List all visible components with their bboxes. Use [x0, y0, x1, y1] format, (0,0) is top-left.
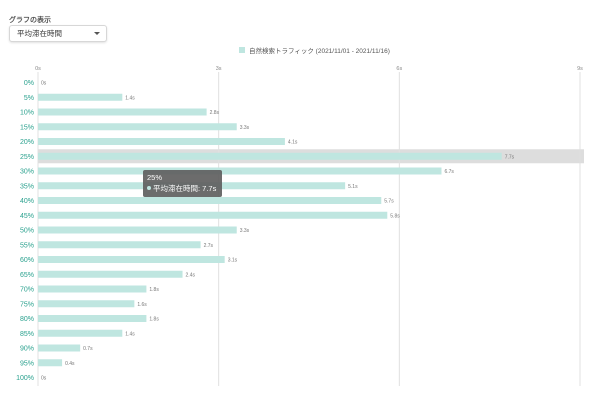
category-label: 35%: [20, 183, 34, 190]
data-label: 7.7s: [505, 154, 515, 160]
data-label: 6.7s: [444, 169, 454, 175]
category-label: 30%: [20, 169, 34, 176]
bar: [38, 93, 123, 101]
x-tick-label: 6s: [396, 66, 402, 72]
data-label: 3.3s: [240, 125, 250, 131]
category-label: 50%: [20, 228, 34, 235]
category-label: 10%: [20, 110, 34, 117]
bar: [38, 167, 442, 175]
legend-label: 自然検索トラフィック (2021/11/01 - 2021/11/16): [249, 46, 390, 55]
data-label: 0s: [41, 81, 47, 87]
bar: [38, 108, 207, 116]
data-label: 1.4s: [125, 331, 135, 337]
data-label: 5.8s: [390, 213, 400, 219]
x-tick-label: 3s: [216, 66, 222, 72]
category-label: 20%: [20, 139, 34, 146]
metric-select[interactable]: 平均滞在時間: [9, 25, 107, 42]
category-label: 65%: [20, 272, 34, 279]
bar: [38, 152, 502, 160]
chevron-down-icon: [94, 32, 100, 35]
bar: [38, 315, 147, 322]
category-label: 100%: [16, 375, 34, 382]
data-label: 4.1s: [288, 140, 298, 146]
bar: [38, 256, 225, 263]
category-label: 85%: [20, 331, 34, 338]
category-label: 80%: [20, 316, 34, 323]
tooltip: [143, 170, 222, 197]
data-label: 0s: [41, 376, 47, 382]
x-tick-label: 0s: [35, 66, 41, 72]
category-label: 45%: [20, 213, 34, 220]
category-label: 55%: [20, 242, 34, 249]
category-label: 95%: [20, 360, 34, 367]
category-label: 70%: [20, 287, 34, 294]
x-tick-label: 9s: [577, 66, 583, 72]
bar: [38, 344, 81, 352]
bar: [38, 359, 63, 367]
bar: [38, 285, 147, 293]
data-label: 0.4s: [65, 361, 75, 367]
data-label: 2.7s: [204, 243, 214, 249]
tooltip-title: 25%: [147, 173, 162, 182]
bar: [38, 329, 123, 337]
data-label: 1.8s: [149, 317, 159, 323]
data-label: 3.3s: [240, 228, 250, 234]
category-label: 15%: [20, 124, 34, 131]
bar: [38, 211, 388, 219]
category-label: 60%: [20, 257, 34, 264]
data-label: 2.8s: [210, 110, 220, 116]
metric-select-value: 平均滞在時間: [17, 29, 62, 38]
data-label: 3.1s: [228, 258, 238, 264]
category-label: 0%: [24, 80, 34, 87]
data-label: 2.4s: [186, 272, 196, 278]
bar: [38, 226, 237, 234]
data-label: 5.7s: [384, 199, 394, 205]
data-label: 1.6s: [137, 302, 147, 308]
tooltip-text: 平均滞在時間: 7.7s: [153, 183, 217, 193]
tooltip-swatch: [147, 186, 151, 190]
data-label: 1.8s: [149, 287, 159, 293]
bar: [38, 300, 135, 308]
bar: [38, 241, 201, 249]
category-label: 75%: [20, 301, 34, 308]
bar: [38, 138, 285, 145]
bar: [38, 197, 382, 204]
legend-swatch: [239, 47, 245, 53]
category-label: 90%: [20, 346, 34, 353]
data-label: 0.7s: [83, 346, 93, 352]
bar: [38, 270, 183, 278]
category-label: 5%: [24, 95, 34, 102]
category-label: 25%: [20, 154, 34, 161]
data-label: 1.4s: [125, 95, 135, 101]
chart-display-label: グラフの表示: [9, 17, 51, 24]
category-label: 40%: [20, 198, 34, 205]
bar: [38, 123, 237, 131]
data-label: 5.1s: [348, 184, 358, 190]
